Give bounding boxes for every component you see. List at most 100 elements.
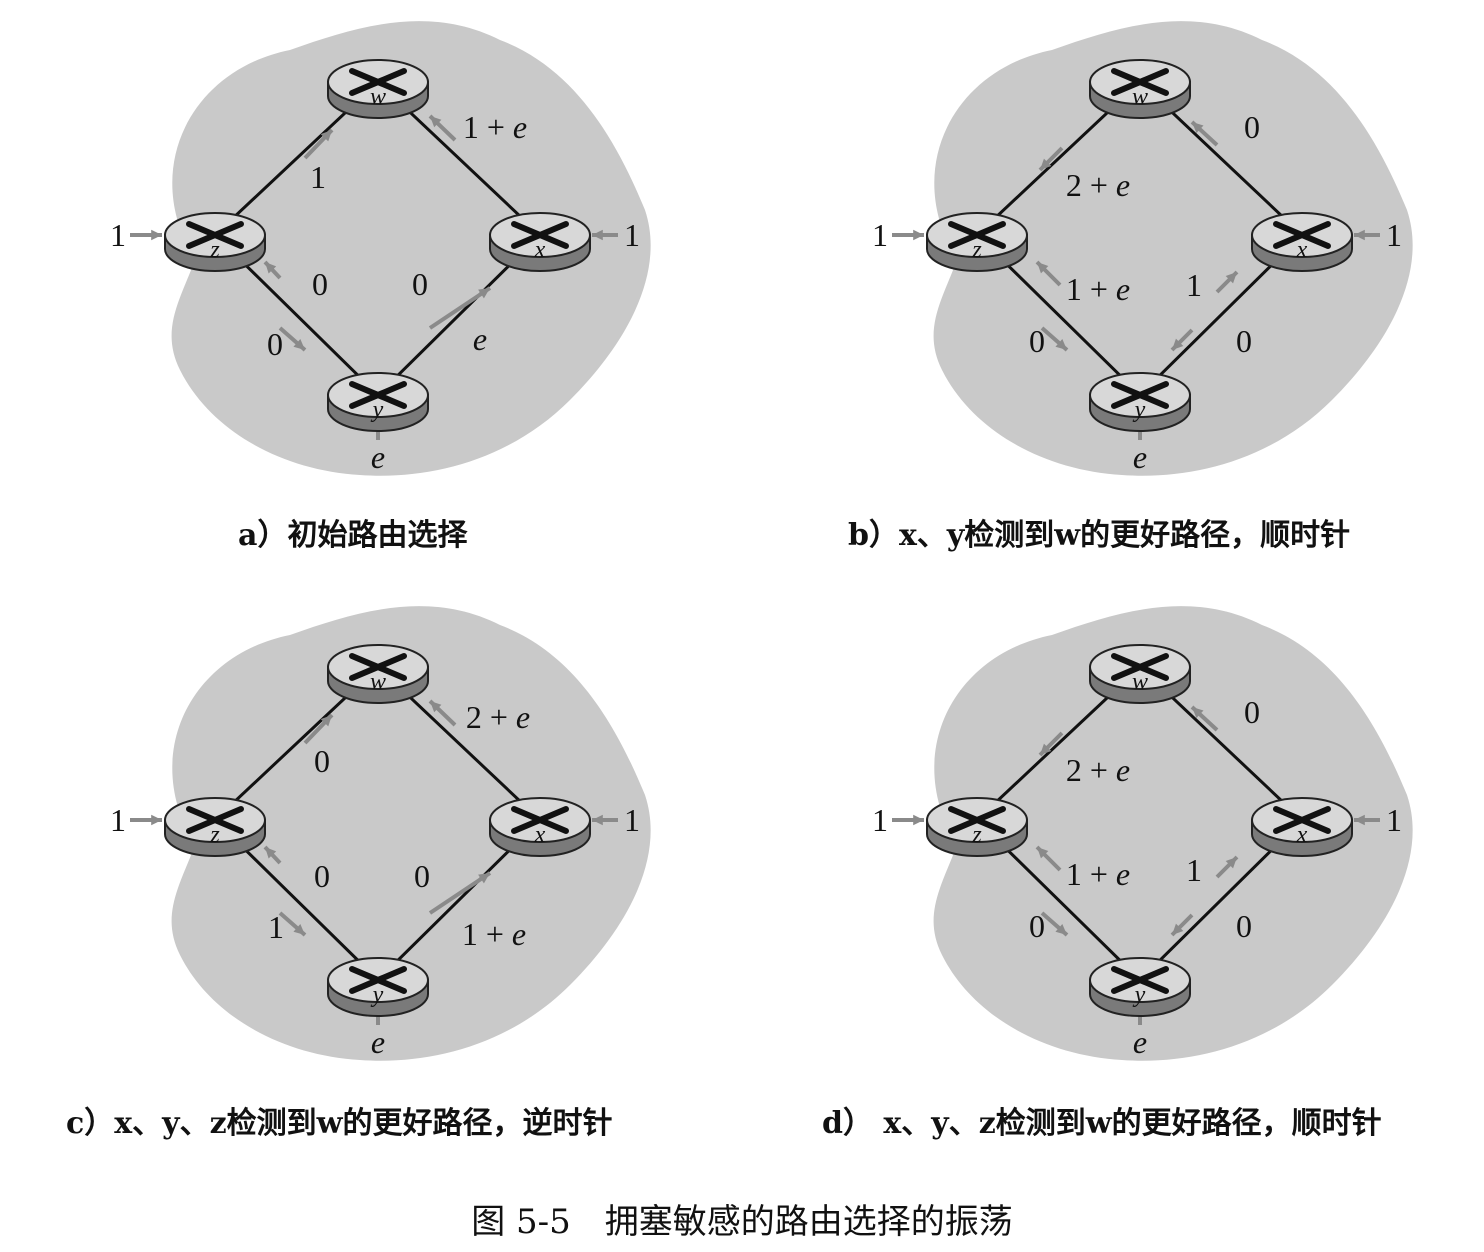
link-label-xy-lower: 0 (1236, 323, 1252, 359)
caption-c: c）x、y、z检测到w的更好路径，逆时针 (66, 1106, 613, 1141)
flow-arrow-zy-lower (1040, 911, 1069, 937)
flow-arrow-zy-upper (1035, 845, 1062, 872)
link-label-zw: 2 + e (1066, 752, 1130, 788)
input-label-x: 1 (624, 217, 640, 253)
router-cross-icon (349, 966, 407, 994)
link-label-zy-lower: 0 (1029, 323, 1045, 359)
flow-arrow-zw (303, 128, 334, 160)
flow-arrow-zw (1038, 731, 1064, 757)
router-w: w (1089, 644, 1191, 704)
input-arrow-z (892, 814, 924, 826)
input-label-x: 1 (1386, 217, 1402, 253)
input-arrow-x (1354, 814, 1380, 826)
input-label-z: 1 (872, 802, 888, 838)
router-y: y (327, 372, 429, 432)
input-label-y: e (371, 1024, 385, 1060)
link-label-zy-upper: 0 (314, 858, 330, 894)
router-cross-icon (511, 806, 569, 834)
flow-arrow-xw (428, 699, 457, 727)
input-arrow-x (592, 229, 618, 241)
router-x: x (489, 797, 591, 857)
router-x: x (1251, 212, 1353, 272)
link-label-xy-lower: e (473, 321, 487, 357)
input-arrow-x (592, 814, 618, 826)
caption-a: a）初始路由选择 (238, 518, 468, 553)
flow-arrow-zy-lower (1040, 326, 1069, 352)
router-cross-icon (186, 806, 244, 834)
flow-arrow-zy-upper (263, 260, 282, 280)
flow-arrow-xw (428, 114, 457, 142)
router-label-w: w (1132, 669, 1148, 695)
router-cross-icon (1273, 221, 1331, 249)
figure-caption: 图 5-5 拥塞敏感的路由选择的振荡 (471, 1202, 1013, 1242)
router-label-y: y (371, 397, 384, 423)
input-arrow-x (1354, 229, 1380, 241)
router-label-z: z (209, 237, 220, 263)
input-arrow-z (130, 229, 162, 241)
input-label-y: e (1133, 439, 1147, 475)
flow-arrow-xw (1190, 120, 1219, 147)
link-label-zw: 2 + e (1066, 167, 1130, 203)
input-label-y: e (1133, 1024, 1147, 1060)
router-cross-icon (1111, 68, 1169, 96)
link-label-zy-upper: 1 + e (1066, 271, 1130, 307)
router-label-w: w (1132, 84, 1148, 110)
network-cloud (171, 21, 651, 476)
router-label-y: y (1133, 397, 1146, 423)
router-cross-icon (1273, 806, 1331, 834)
router-label-w: w (370, 669, 386, 695)
flow-arrow-zw (1038, 146, 1064, 172)
router-label-z: z (971, 237, 982, 263)
router-w: w (327, 644, 429, 704)
input-label-z: 1 (110, 217, 126, 253)
network-cloud (933, 606, 1413, 1061)
link-label-zy-lower: 0 (1029, 908, 1045, 944)
input-label-z: 1 (872, 217, 888, 253)
router-label-z: z (209, 822, 220, 848)
link-label-zw: 0 (314, 743, 330, 779)
router-x: x (1251, 797, 1353, 857)
router-z: z (926, 797, 1028, 857)
input-label-y: e (371, 439, 385, 475)
link-label-xy-upper: 1 (1186, 267, 1202, 303)
link-label-zy-upper: 0 (312, 266, 328, 302)
link-label-xw: 1 + e (463, 109, 527, 145)
network-cloud (933, 21, 1413, 476)
router-cross-icon (349, 653, 407, 681)
router-y: y (327, 957, 429, 1017)
router-cross-icon (1111, 653, 1169, 681)
link-label-xy-upper: 0 (412, 266, 428, 302)
router-cross-icon (948, 806, 1006, 834)
link-label-xy-upper: 0 (414, 858, 430, 894)
input-label-x: 1 (1386, 802, 1402, 838)
router-label-x: x (534, 822, 546, 848)
router-w: w (327, 59, 429, 119)
link-label-xw: 2 + e (466, 699, 530, 735)
flow-arrow-xw (1190, 705, 1219, 732)
router-label-w: w (370, 84, 386, 110)
router-cross-icon (1111, 966, 1169, 994)
link-label-xy-lower: 1 + e (462, 916, 526, 952)
router-x: x (489, 212, 591, 272)
router-z: z (164, 797, 266, 857)
link-label-xw: 0 (1244, 109, 1260, 145)
flow-arrow-xy-upper (1215, 270, 1239, 294)
caption-b: b）x、y检测到w的更好路径，顺时针 (848, 518, 1351, 553)
flow-arrow-xy-lower (1170, 328, 1194, 352)
router-label-z: z (971, 822, 982, 848)
flow-arrow-zy-upper (1035, 260, 1062, 287)
flow-arrow-xy-lower (428, 871, 492, 915)
input-arrow-z (892, 229, 924, 241)
input-label-z: 1 (110, 802, 126, 838)
caption-d: d） x、y、z检测到w的更好路径，顺时针 (822, 1106, 1382, 1141)
router-cross-icon (186, 221, 244, 249)
input-label-x: 1 (624, 802, 640, 838)
link-label-zw: 1 (310, 159, 326, 195)
router-cross-icon (349, 68, 407, 96)
input-arrow-z (130, 814, 162, 826)
